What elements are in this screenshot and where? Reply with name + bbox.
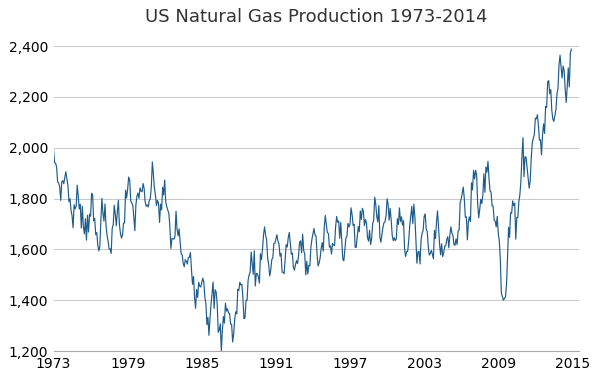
- Title: US Natural Gas Production 1973-2014: US Natural Gas Production 1973-2014: [145, 8, 488, 26]
